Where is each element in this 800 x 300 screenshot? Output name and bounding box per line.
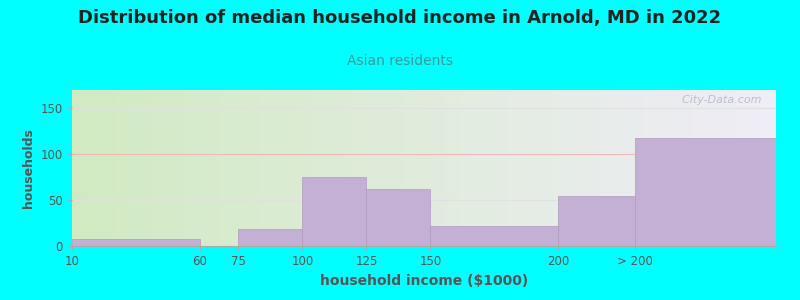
Text: Asian residents: Asian residents <box>347 54 453 68</box>
Bar <box>635 138 776 246</box>
Y-axis label: households: households <box>22 128 35 208</box>
Bar <box>366 189 430 246</box>
Bar <box>430 226 558 246</box>
Bar <box>72 239 200 246</box>
Bar <box>302 177 366 246</box>
X-axis label: household income ($1000): household income ($1000) <box>320 274 528 288</box>
Bar <box>238 230 302 246</box>
Text: Distribution of median household income in Arnold, MD in 2022: Distribution of median household income … <box>78 9 722 27</box>
Text: City-Data.com: City-Data.com <box>675 95 762 105</box>
Bar <box>558 196 635 246</box>
